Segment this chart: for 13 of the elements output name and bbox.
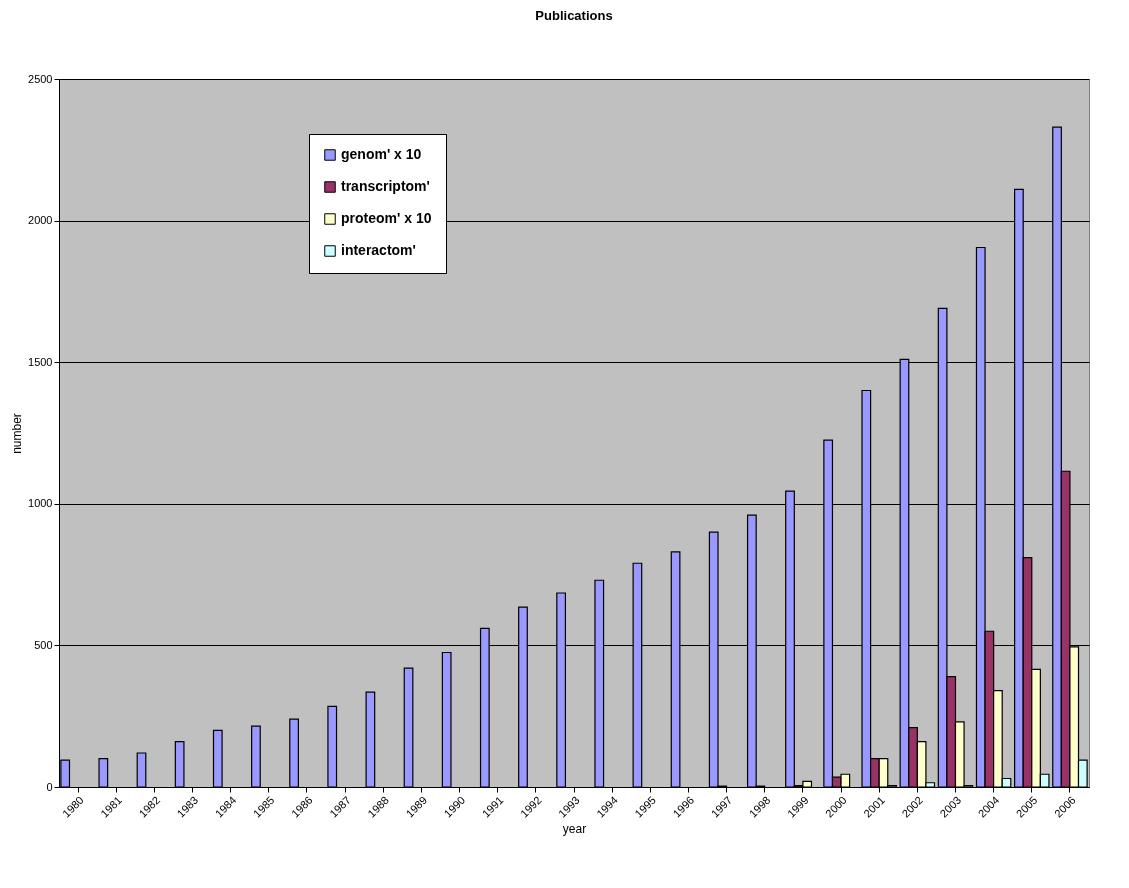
y-tick-label: 1500: [28, 355, 53, 368]
y-tick-label: 2500: [28, 72, 53, 85]
y-tick-label: 1000: [28, 497, 53, 510]
legend-label: genom' x 10: [341, 146, 422, 162]
legend-label: transcriptom': [341, 178, 430, 194]
legend-label: interactom': [341, 242, 416, 258]
y-tick-label: 500: [34, 638, 53, 651]
chart-title: Publications: [535, 8, 613, 23]
y-tick-label: 0: [46, 780, 53, 793]
y-tick-label: 2000: [28, 214, 53, 227]
legend-label: proteom' x 10: [341, 210, 432, 226]
y-axis-title: number: [10, 413, 25, 454]
x-axis-title: year: [562, 821, 587, 836]
